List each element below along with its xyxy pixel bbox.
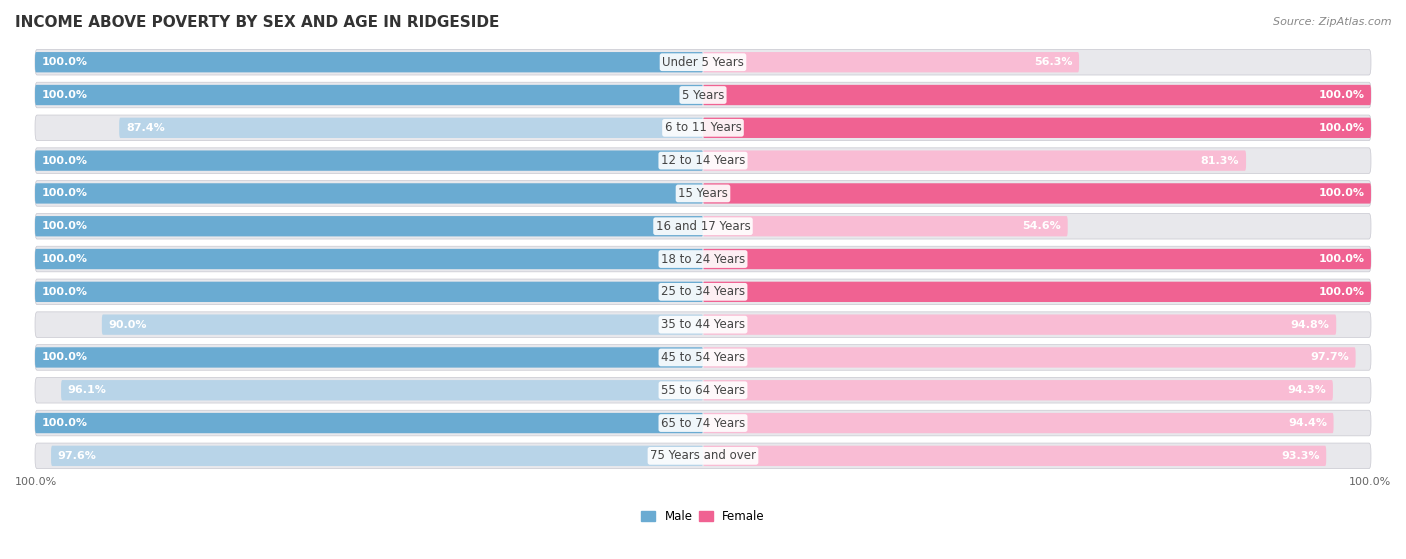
Text: 100.0%: 100.0% <box>1319 254 1364 264</box>
Text: 100.0%: 100.0% <box>42 155 87 165</box>
FancyBboxPatch shape <box>703 380 1333 400</box>
FancyBboxPatch shape <box>703 315 1336 335</box>
Text: 56.3%: 56.3% <box>1033 57 1073 67</box>
FancyBboxPatch shape <box>35 345 1371 370</box>
FancyBboxPatch shape <box>35 249 703 269</box>
Legend: Male, Female: Male, Female <box>637 505 769 528</box>
FancyBboxPatch shape <box>35 49 1371 75</box>
Text: 100.0%: 100.0% <box>42 57 87 67</box>
Text: 90.0%: 90.0% <box>108 320 148 330</box>
FancyBboxPatch shape <box>35 413 703 433</box>
FancyBboxPatch shape <box>35 443 1371 468</box>
FancyBboxPatch shape <box>35 52 703 72</box>
Text: 96.1%: 96.1% <box>67 385 107 395</box>
FancyBboxPatch shape <box>703 52 1078 72</box>
Text: 100.0%: 100.0% <box>42 188 87 198</box>
Text: 16 and 17 Years: 16 and 17 Years <box>655 220 751 233</box>
Text: 100.0%: 100.0% <box>1319 90 1364 100</box>
FancyBboxPatch shape <box>35 246 1371 272</box>
Text: 35 to 44 Years: 35 to 44 Years <box>661 318 745 331</box>
Text: 65 to 74 Years: 65 to 74 Years <box>661 416 745 429</box>
Text: 81.3%: 81.3% <box>1201 155 1239 165</box>
FancyBboxPatch shape <box>35 181 1371 206</box>
Text: 18 to 24 Years: 18 to 24 Years <box>661 253 745 266</box>
Text: 100.0%: 100.0% <box>1319 123 1364 133</box>
Text: 94.4%: 94.4% <box>1288 418 1327 428</box>
FancyBboxPatch shape <box>703 117 1371 138</box>
FancyBboxPatch shape <box>703 183 1371 203</box>
Text: 54.6%: 54.6% <box>1022 221 1062 231</box>
FancyBboxPatch shape <box>703 282 1371 302</box>
FancyBboxPatch shape <box>35 85 703 105</box>
Text: 75 Years and over: 75 Years and over <box>650 449 756 462</box>
Text: 55 to 64 Years: 55 to 64 Years <box>661 383 745 397</box>
Text: 100.0%: 100.0% <box>42 221 87 231</box>
FancyBboxPatch shape <box>703 150 1246 171</box>
Text: 97.7%: 97.7% <box>1310 352 1348 362</box>
FancyBboxPatch shape <box>35 150 703 171</box>
FancyBboxPatch shape <box>35 115 1371 141</box>
Text: 100.0%: 100.0% <box>42 352 87 362</box>
FancyBboxPatch shape <box>51 446 703 466</box>
FancyBboxPatch shape <box>35 410 1371 436</box>
FancyBboxPatch shape <box>60 380 703 400</box>
FancyBboxPatch shape <box>703 85 1371 105</box>
Text: 100.0%: 100.0% <box>1319 287 1364 297</box>
Text: 100.0%: 100.0% <box>42 287 87 297</box>
FancyBboxPatch shape <box>120 117 703 138</box>
Text: 97.6%: 97.6% <box>58 451 97 461</box>
Text: 93.3%: 93.3% <box>1281 451 1319 461</box>
Text: Under 5 Years: Under 5 Years <box>662 56 744 69</box>
FancyBboxPatch shape <box>35 214 1371 239</box>
Text: 100.0%: 100.0% <box>42 418 87 428</box>
FancyBboxPatch shape <box>35 216 703 236</box>
Text: 100.0%: 100.0% <box>1319 188 1364 198</box>
FancyBboxPatch shape <box>703 446 1326 466</box>
FancyBboxPatch shape <box>101 315 703 335</box>
Text: 100.0%: 100.0% <box>15 477 58 487</box>
FancyBboxPatch shape <box>35 347 703 368</box>
Text: 5 Years: 5 Years <box>682 88 724 102</box>
Text: INCOME ABOVE POVERTY BY SEX AND AGE IN RIDGESIDE: INCOME ABOVE POVERTY BY SEX AND AGE IN R… <box>15 15 499 30</box>
FancyBboxPatch shape <box>35 82 1371 108</box>
FancyBboxPatch shape <box>35 148 1371 173</box>
FancyBboxPatch shape <box>703 413 1333 433</box>
FancyBboxPatch shape <box>35 282 703 302</box>
Text: 25 to 34 Years: 25 to 34 Years <box>661 285 745 299</box>
FancyBboxPatch shape <box>703 347 1355 368</box>
FancyBboxPatch shape <box>35 377 1371 403</box>
Text: Source: ZipAtlas.com: Source: ZipAtlas.com <box>1274 17 1392 27</box>
Text: 45 to 54 Years: 45 to 54 Years <box>661 351 745 364</box>
FancyBboxPatch shape <box>35 279 1371 305</box>
FancyBboxPatch shape <box>703 216 1067 236</box>
Text: 87.4%: 87.4% <box>127 123 165 133</box>
Text: 100.0%: 100.0% <box>42 254 87 264</box>
Text: 94.8%: 94.8% <box>1291 320 1330 330</box>
Text: 15 Years: 15 Years <box>678 187 728 200</box>
FancyBboxPatch shape <box>703 249 1371 269</box>
Text: 94.3%: 94.3% <box>1288 385 1326 395</box>
FancyBboxPatch shape <box>35 183 703 203</box>
Text: 100.0%: 100.0% <box>1348 477 1391 487</box>
Text: 6 to 11 Years: 6 to 11 Years <box>665 121 741 134</box>
Text: 100.0%: 100.0% <box>42 90 87 100</box>
FancyBboxPatch shape <box>35 312 1371 338</box>
Text: 12 to 14 Years: 12 to 14 Years <box>661 154 745 167</box>
